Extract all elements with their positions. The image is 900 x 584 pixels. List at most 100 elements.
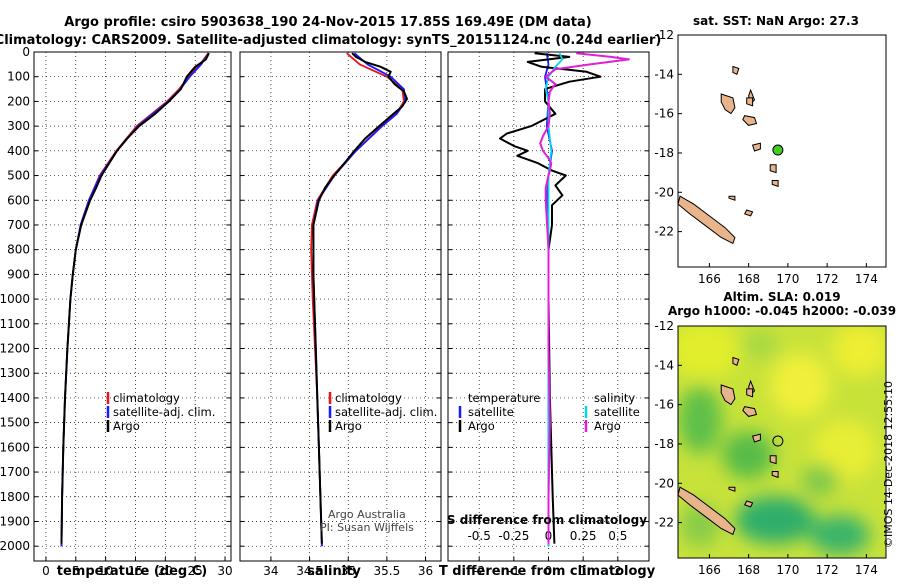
island-shape [720,384,736,406]
x-tick-label: 0 [545,564,553,578]
island-shape [746,388,754,398]
x-tick-label: 0 [42,564,50,578]
depth-tick-label: 1200 [0,342,30,356]
legend-argo-2: Argo [335,419,362,433]
series-satellite-adj-clim- [312,52,407,547]
x-tick-label: 2 [614,564,622,578]
map-lon-label: 166 [698,272,721,286]
s-tick-label: -0.5 [467,529,490,543]
depth-tick-label: 1000 [0,292,30,306]
temperature-xlabel: temperature (deg C) [57,564,207,579]
depth-tick-label: 600 [7,193,30,207]
sla-map-title-2: Argo h1000: -0.045 h2000: -0.039 [668,304,896,318]
legend-salinity-argo: Argo [594,419,621,433]
legend-temperature-heading: temperature [468,391,540,405]
x-tick-label: 36 [418,564,433,578]
island-shape [742,406,758,417]
depth-tick-label: 1500 [0,416,30,430]
map-lat-label: -18 [654,146,674,160]
legend-temperature-satellite: satellite [468,405,514,419]
legend-climatology: climatology [113,391,180,405]
map-lat-label: -18 [654,437,674,451]
island-shape [742,115,758,126]
island-shape [751,433,761,443]
legend-climatology-2: climatology [335,391,402,405]
island-shape [678,195,736,245]
salinity-panel [239,51,442,562]
difference-legend: temperature satellite Argo salinity sate… [458,391,640,433]
depth-tick-label: 1400 [0,391,30,405]
map-lat-label: -16 [654,107,674,121]
series-argo [60,52,210,544]
title-line-1: Argo profile: csiro 5903638_190 24-Nov-2… [64,15,591,30]
x-tick-label: 20 [158,564,173,578]
map-lat-label: -20 [654,476,674,490]
sla-map-title-1: Altim. SLA: 0.019 [723,290,840,304]
salinity-xlabel: salinity [307,564,361,579]
depth-tick-label: 1700 [0,465,30,479]
map-lon-label: 170 [776,563,799,577]
depth-tick-label: 2000 [0,539,30,553]
depth-tick-label: 1300 [0,366,30,380]
salinity-legend: climatology satellite-adj. clim. Argo [328,391,437,433]
depth-tick-label: 1900 [0,514,30,528]
timestamp-stamp: ©IMOS 14-Dec-2018 12:55:10 [882,381,895,548]
x-tick-label: 10 [98,564,113,578]
island-shape [771,180,779,188]
island-shape [769,164,777,174]
island-shape [732,65,740,75]
x-tick-label: 1 [579,564,587,578]
depth-tick-label: 900 [7,267,30,281]
map-lon-label: 172 [816,563,839,577]
island-shape [769,455,777,465]
series-temperature-argo [499,52,602,544]
series-group [310,52,408,547]
map-lon-label: 168 [737,563,760,577]
map-lat-label: -14 [654,358,674,372]
x-tick-label: 34.5 [296,564,323,578]
sst-map-title: sat. SST: NaN Argo: 27.3 [693,14,859,28]
x-tick-label: 15 [128,564,143,578]
legend-argo: Argo [113,419,140,433]
x-tick-label: 35 [341,564,356,578]
map-lat-label: -14 [654,67,674,81]
map-lat-label: -12 [654,319,674,333]
depth-tick-label: 700 [7,218,30,232]
series-argo [312,52,408,544]
temperature-legend: climatology satellite-adj. clim. Argo [106,391,215,433]
island-shape [728,486,736,492]
s-tick-label: 0.5 [608,529,627,543]
depth-tick-label: 800 [7,243,30,257]
depth-tick-label: 1100 [0,317,30,331]
island-shape [678,486,736,536]
x-tick-label: 5 [72,564,80,578]
island-shape [732,356,740,366]
depth-tick-label: 200 [7,94,30,108]
island-shape [746,97,754,107]
island-shape [728,195,736,201]
legend-salinity-heading: salinity [594,391,635,405]
x-tick-label: 30 [217,564,232,578]
x-tick-label: -2 [473,564,485,578]
series-salinity-argo [539,52,630,544]
x-tick-label: 25 [188,564,203,578]
depth-tick-label: 100 [7,70,30,84]
depth-tick-label: 500 [7,169,30,183]
legend-satellite-adj: satellite-adj. clim. [113,405,215,419]
temperature-panel [33,51,232,562]
title-line-2: Climatology: CARS2009. Satellite-adjuste… [0,33,661,48]
map-lon-label: 170 [776,272,799,286]
island-shape [743,209,754,217]
island-shape [751,142,761,152]
island-shape [720,93,736,115]
map-lon-label: 168 [737,272,760,286]
credit-line-1: Argo Australia [328,508,406,521]
island-shape [771,471,779,479]
map-lon-label: 174 [855,272,878,286]
map-lat-label: -12 [654,28,674,42]
map-lat-label: -16 [654,398,674,412]
x-tick-label: 34 [263,564,278,578]
legend-salinity-satellite: satellite [594,405,640,419]
x-tick-label: 35.5 [374,564,401,578]
depth-tick-label: 1800 [0,490,30,504]
